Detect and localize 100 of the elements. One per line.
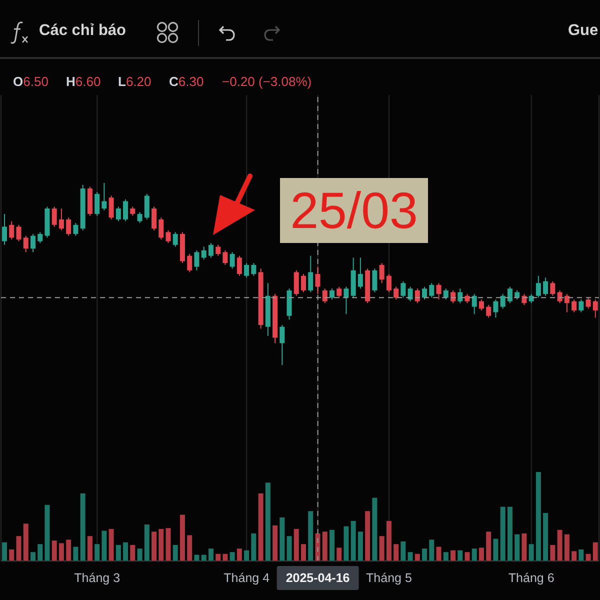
candlestick: [422, 286, 428, 300]
bar: [336, 548, 342, 561]
bar: [172, 544, 178, 561]
bar: [450, 550, 456, 561]
bar: [322, 532, 328, 561]
bar: [180, 514, 185, 561]
bar: [458, 550, 463, 561]
bar: [2, 542, 7, 561]
bar: [478, 548, 484, 561]
candlestick: [58, 208, 64, 231]
bar: [514, 534, 520, 561]
bar: [358, 532, 363, 561]
candlestick: [493, 298, 498, 318]
candlestick: [344, 286, 349, 315]
candlestick: [244, 262, 250, 278]
candlestick: [408, 286, 413, 302]
bar: [166, 528, 171, 561]
bar: [365, 511, 370, 561]
bar: [578, 549, 584, 561]
bar: [493, 538, 498, 561]
candlestick: [550, 280, 556, 296]
text: Các chỉ báo: [39, 22, 126, 39]
candlestick: [486, 304, 492, 318]
bar: [144, 524, 150, 561]
candlestick: [414, 288, 420, 304]
bar: [429, 540, 434, 561]
candlestick: [429, 282, 434, 298]
candlestick: [458, 288, 463, 304]
candlestick: [358, 257, 363, 290]
candlestick: [130, 206, 136, 216]
candlestick: [394, 286, 399, 300]
bar: [379, 536, 384, 561]
candlestick: [16, 224, 22, 242]
bar: [94, 544, 100, 561]
bar: [507, 506, 512, 561]
bar: [66, 540, 72, 561]
bar: [464, 552, 470, 561]
bar: [16, 536, 22, 561]
bar: [344, 526, 349, 561]
bar: [251, 533, 256, 561]
bar: [158, 528, 164, 561]
bar: [258, 493, 264, 561]
x-tick-label: 2025-04-16: [286, 571, 350, 585]
candlestick: [172, 232, 178, 248]
bar: [564, 534, 570, 561]
bar: [116, 544, 121, 561]
candlestick: [294, 270, 299, 296]
bar: [187, 535, 192, 561]
bar: [80, 493, 86, 561]
bar: [436, 546, 442, 561]
candlestick: [472, 294, 477, 315]
candlestick: [464, 294, 470, 304]
bar: [572, 551, 577, 561]
candlestick: [280, 324, 285, 366]
bar: [272, 525, 278, 561]
candlestick: [144, 193, 150, 220]
candlestick: [38, 232, 43, 244]
bar: [422, 548, 428, 561]
bar: [286, 536, 292, 561]
candlestick: [586, 297, 591, 310]
text: L6.20: [118, 74, 152, 89]
bar: [592, 542, 598, 561]
bar: [400, 541, 406, 561]
text: −0.20 (−3.08%): [222, 74, 312, 89]
bar: [208, 548, 214, 561]
annotation: 25/03: [290, 182, 418, 239]
candlestick: [564, 294, 570, 313]
candlestick: [514, 290, 520, 300]
bar: [280, 517, 285, 561]
bar: [265, 482, 270, 561]
candlestick: [478, 298, 484, 311]
bar: [329, 530, 334, 561]
bar: [557, 530, 562, 561]
bar: [350, 520, 356, 561]
candlestick: [73, 222, 78, 236]
candlestick: [123, 198, 128, 222]
candlestick: [23, 235, 28, 253]
candlestick: [66, 217, 72, 236]
candlestick: [158, 217, 164, 240]
candlestick: [578, 298, 584, 313]
candlestick: [543, 277, 548, 296]
candlestick: [572, 298, 577, 313]
bar: [472, 548, 477, 561]
candlestick: [137, 212, 142, 224]
candlestick: [308, 255, 314, 293]
candlestick: [187, 253, 192, 273]
candlestick: [152, 206, 156, 231]
bar: [87, 536, 92, 561]
bar: [372, 498, 378, 561]
candlestick: [194, 250, 200, 271]
candlestick: [322, 288, 328, 304]
bar: [108, 528, 114, 561]
candlestick: [208, 242, 214, 258]
bar: [216, 554, 221, 561]
candlestick: [592, 298, 598, 318]
bar: [543, 512, 548, 561]
bar: [58, 543, 64, 561]
candlestick: [528, 294, 534, 304]
bar: [236, 548, 242, 561]
bar: [30, 552, 36, 561]
